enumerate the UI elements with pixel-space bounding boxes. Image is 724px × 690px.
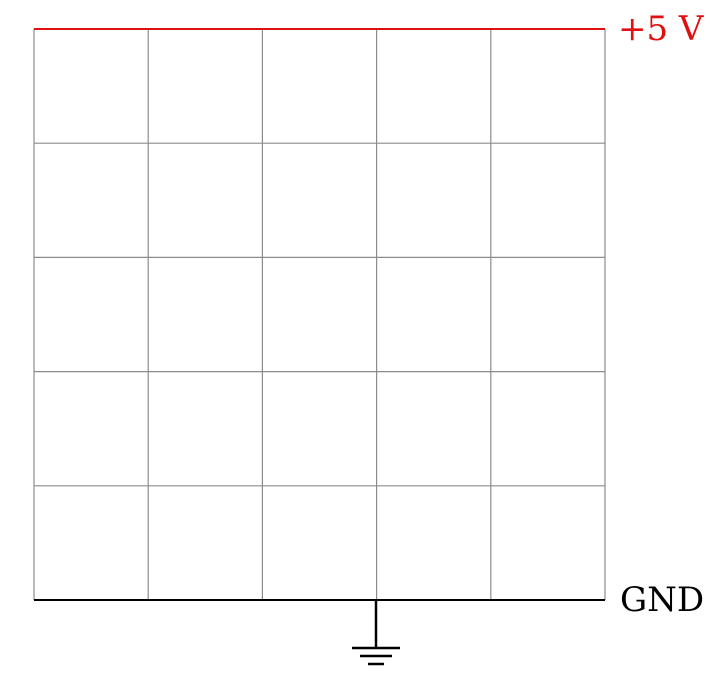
supply-label: +5 V [618, 9, 704, 49]
ground-label: GND [620, 580, 705, 620]
grid [33, 29, 606, 600]
ground-symbol-icon [352, 600, 400, 666]
